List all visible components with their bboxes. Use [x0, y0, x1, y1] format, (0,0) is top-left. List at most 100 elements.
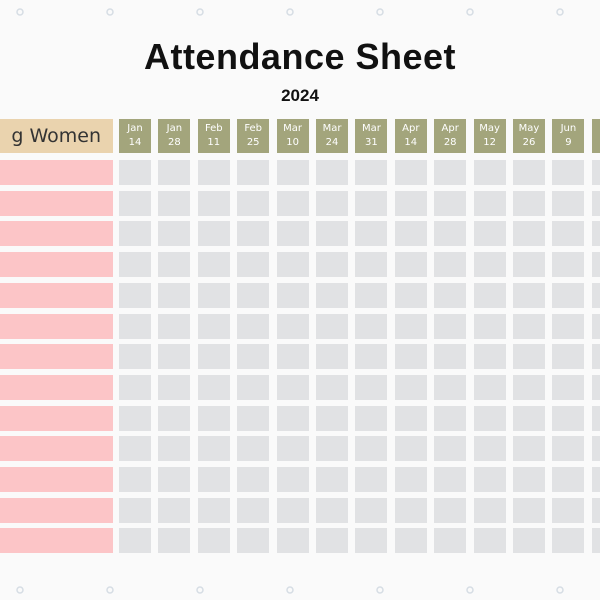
column-header: Apr 14: [394, 119, 427, 153]
attendance-cell: [355, 374, 388, 400]
attendance-cell: [158, 467, 191, 492]
attendance-cell: [237, 374, 270, 400]
attendance-cell: [276, 190, 309, 216]
attendance-cell: [552, 497, 585, 523]
name-cell: [0, 528, 113, 554]
attendance-cell: [591, 160, 600, 185]
column-header: Feb 25: [237, 119, 270, 153]
attendance-cell: [552, 528, 585, 554]
attendance-cell: [394, 190, 427, 216]
attendance-cell: [158, 221, 191, 247]
attendance-cell: [513, 252, 545, 278]
attendance-cell: [316, 252, 348, 278]
attendance-cell: [158, 160, 191, 185]
attendance-cell: [276, 252, 309, 278]
attendance-cell: [552, 405, 585, 431]
column-month: Apr: [402, 123, 420, 134]
name-cell: [0, 190, 113, 216]
column-month: Jan: [166, 123, 183, 134]
attendance-cell: [591, 405, 600, 431]
attendance-cell: [119, 313, 151, 339]
attendance-cell: [552, 467, 585, 492]
attendance-cell: [316, 282, 348, 308]
attendance-cell: [473, 190, 506, 216]
attendance-cell: [434, 252, 467, 278]
attendance-cell: [276, 497, 309, 523]
attendance-cell: [197, 313, 230, 339]
attendance-cell: [434, 282, 467, 308]
attendance-cell: [513, 190, 545, 216]
column-header: May 26: [513, 119, 545, 153]
attendance-cell: [355, 497, 388, 523]
attendance-cell: [513, 528, 545, 554]
column-day: 10: [286, 137, 299, 148]
attendance-cell: [237, 282, 270, 308]
attendance-cell: [119, 374, 151, 400]
attendance-cell: [473, 528, 506, 554]
attendance-cell: [276, 344, 309, 370]
column-header: Mar 10: [276, 119, 309, 153]
attendance-cell: [355, 282, 388, 308]
attendance-cell: [591, 221, 600, 247]
attendance-cell: [119, 528, 151, 554]
name-cell: [0, 313, 113, 339]
attendance-cell: [513, 374, 545, 400]
attendance-cell: [316, 405, 348, 431]
attendance-cell: [394, 160, 427, 185]
attendance-cell: [394, 282, 427, 308]
attendance-cell: [237, 436, 270, 462]
attendance-cell: [237, 405, 270, 431]
attendance-cell: [197, 467, 230, 492]
attendance-cell: [473, 344, 506, 370]
attendance-cell: [513, 313, 545, 339]
name-cell: [0, 282, 113, 308]
attendance-cell: [434, 528, 467, 554]
name-cell: [0, 221, 113, 247]
attendance-cell: [394, 436, 427, 462]
attendance-cell: [552, 160, 585, 185]
attendance-cell: [197, 252, 230, 278]
attendance-cell: [394, 344, 427, 370]
attendance-cell: [276, 528, 309, 554]
attendance-cell: [434, 313, 467, 339]
attendance-cell: [473, 221, 506, 247]
attendance-cell: [434, 190, 467, 216]
attendance-cell: [197, 190, 230, 216]
attendance-cell: [513, 497, 545, 523]
attendance-cell: [119, 252, 151, 278]
attendance-cell: [473, 467, 506, 492]
attendance-cell: [119, 497, 151, 523]
attendance-cell: [119, 160, 151, 185]
column-day: 9: [565, 137, 572, 148]
attendance-cell: [473, 282, 506, 308]
attendance-cell: [355, 252, 388, 278]
attendance-cell: [473, 160, 506, 185]
attendance-cell: [237, 344, 270, 370]
attendance-cell: [316, 160, 348, 185]
attendance-cell: [158, 313, 191, 339]
attendance-cell: [355, 467, 388, 492]
attendance-cell: [119, 282, 151, 308]
attendance-cell: [276, 221, 309, 247]
attendance-cell: [158, 344, 191, 370]
attendance-cell: [552, 313, 585, 339]
name-cell: [0, 374, 113, 400]
attendance-cell: [197, 282, 230, 308]
column-header: Jan 28: [158, 119, 191, 153]
attendance-cell: [197, 436, 230, 462]
attendance-cell: [591, 344, 600, 370]
attendance-cell: [276, 467, 309, 492]
attendance-cell: [197, 405, 230, 431]
attendance-cell: [355, 160, 388, 185]
column-month: Mar: [361, 123, 381, 134]
attendance-cell: [473, 252, 506, 278]
attendance-cell: [434, 160, 467, 185]
attendance-cell: [316, 221, 348, 247]
column-day: 14: [404, 137, 418, 148]
attendance-cell: [276, 374, 309, 400]
attendance-cell: [552, 190, 585, 216]
attendance-cell: [513, 160, 545, 185]
attendance-cell: [355, 436, 388, 462]
column-day: 28: [168, 137, 181, 148]
